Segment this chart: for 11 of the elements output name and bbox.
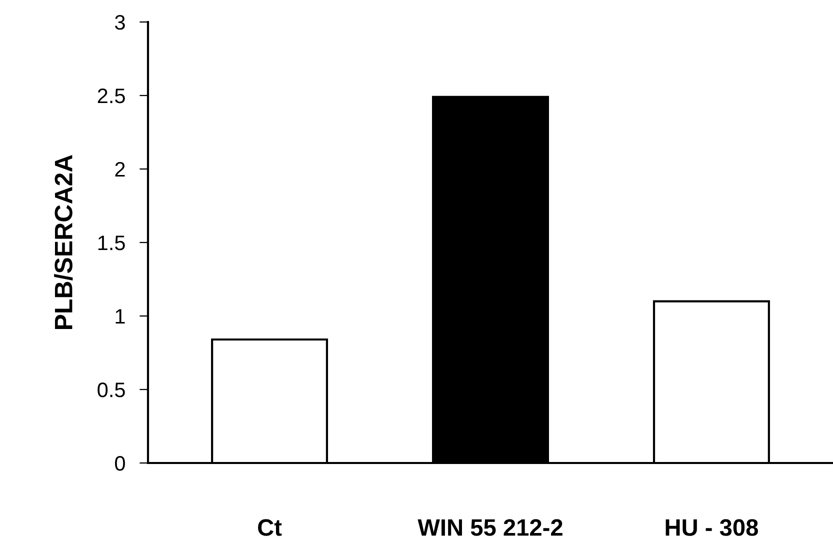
y-tick-label: 0.5: [98, 382, 125, 398]
x-tick-label: WIN 55 212-2: [418, 519, 562, 536]
y-tick-label: 2.5: [98, 88, 125, 104]
y-tick-label: 1: [116, 309, 125, 324]
x-tick-label: Ct: [258, 519, 282, 536]
y-tick-label: 3: [114, 15, 125, 30]
y-tick-label: 0: [115, 456, 125, 471]
y-tick-label: 2: [115, 162, 125, 177]
y-tick-label: 1.5: [98, 236, 125, 250]
y-axis-title: PLB/SERCA2A: [54, 154, 73, 330]
x-tick-label: HU - 308: [666, 519, 758, 536]
